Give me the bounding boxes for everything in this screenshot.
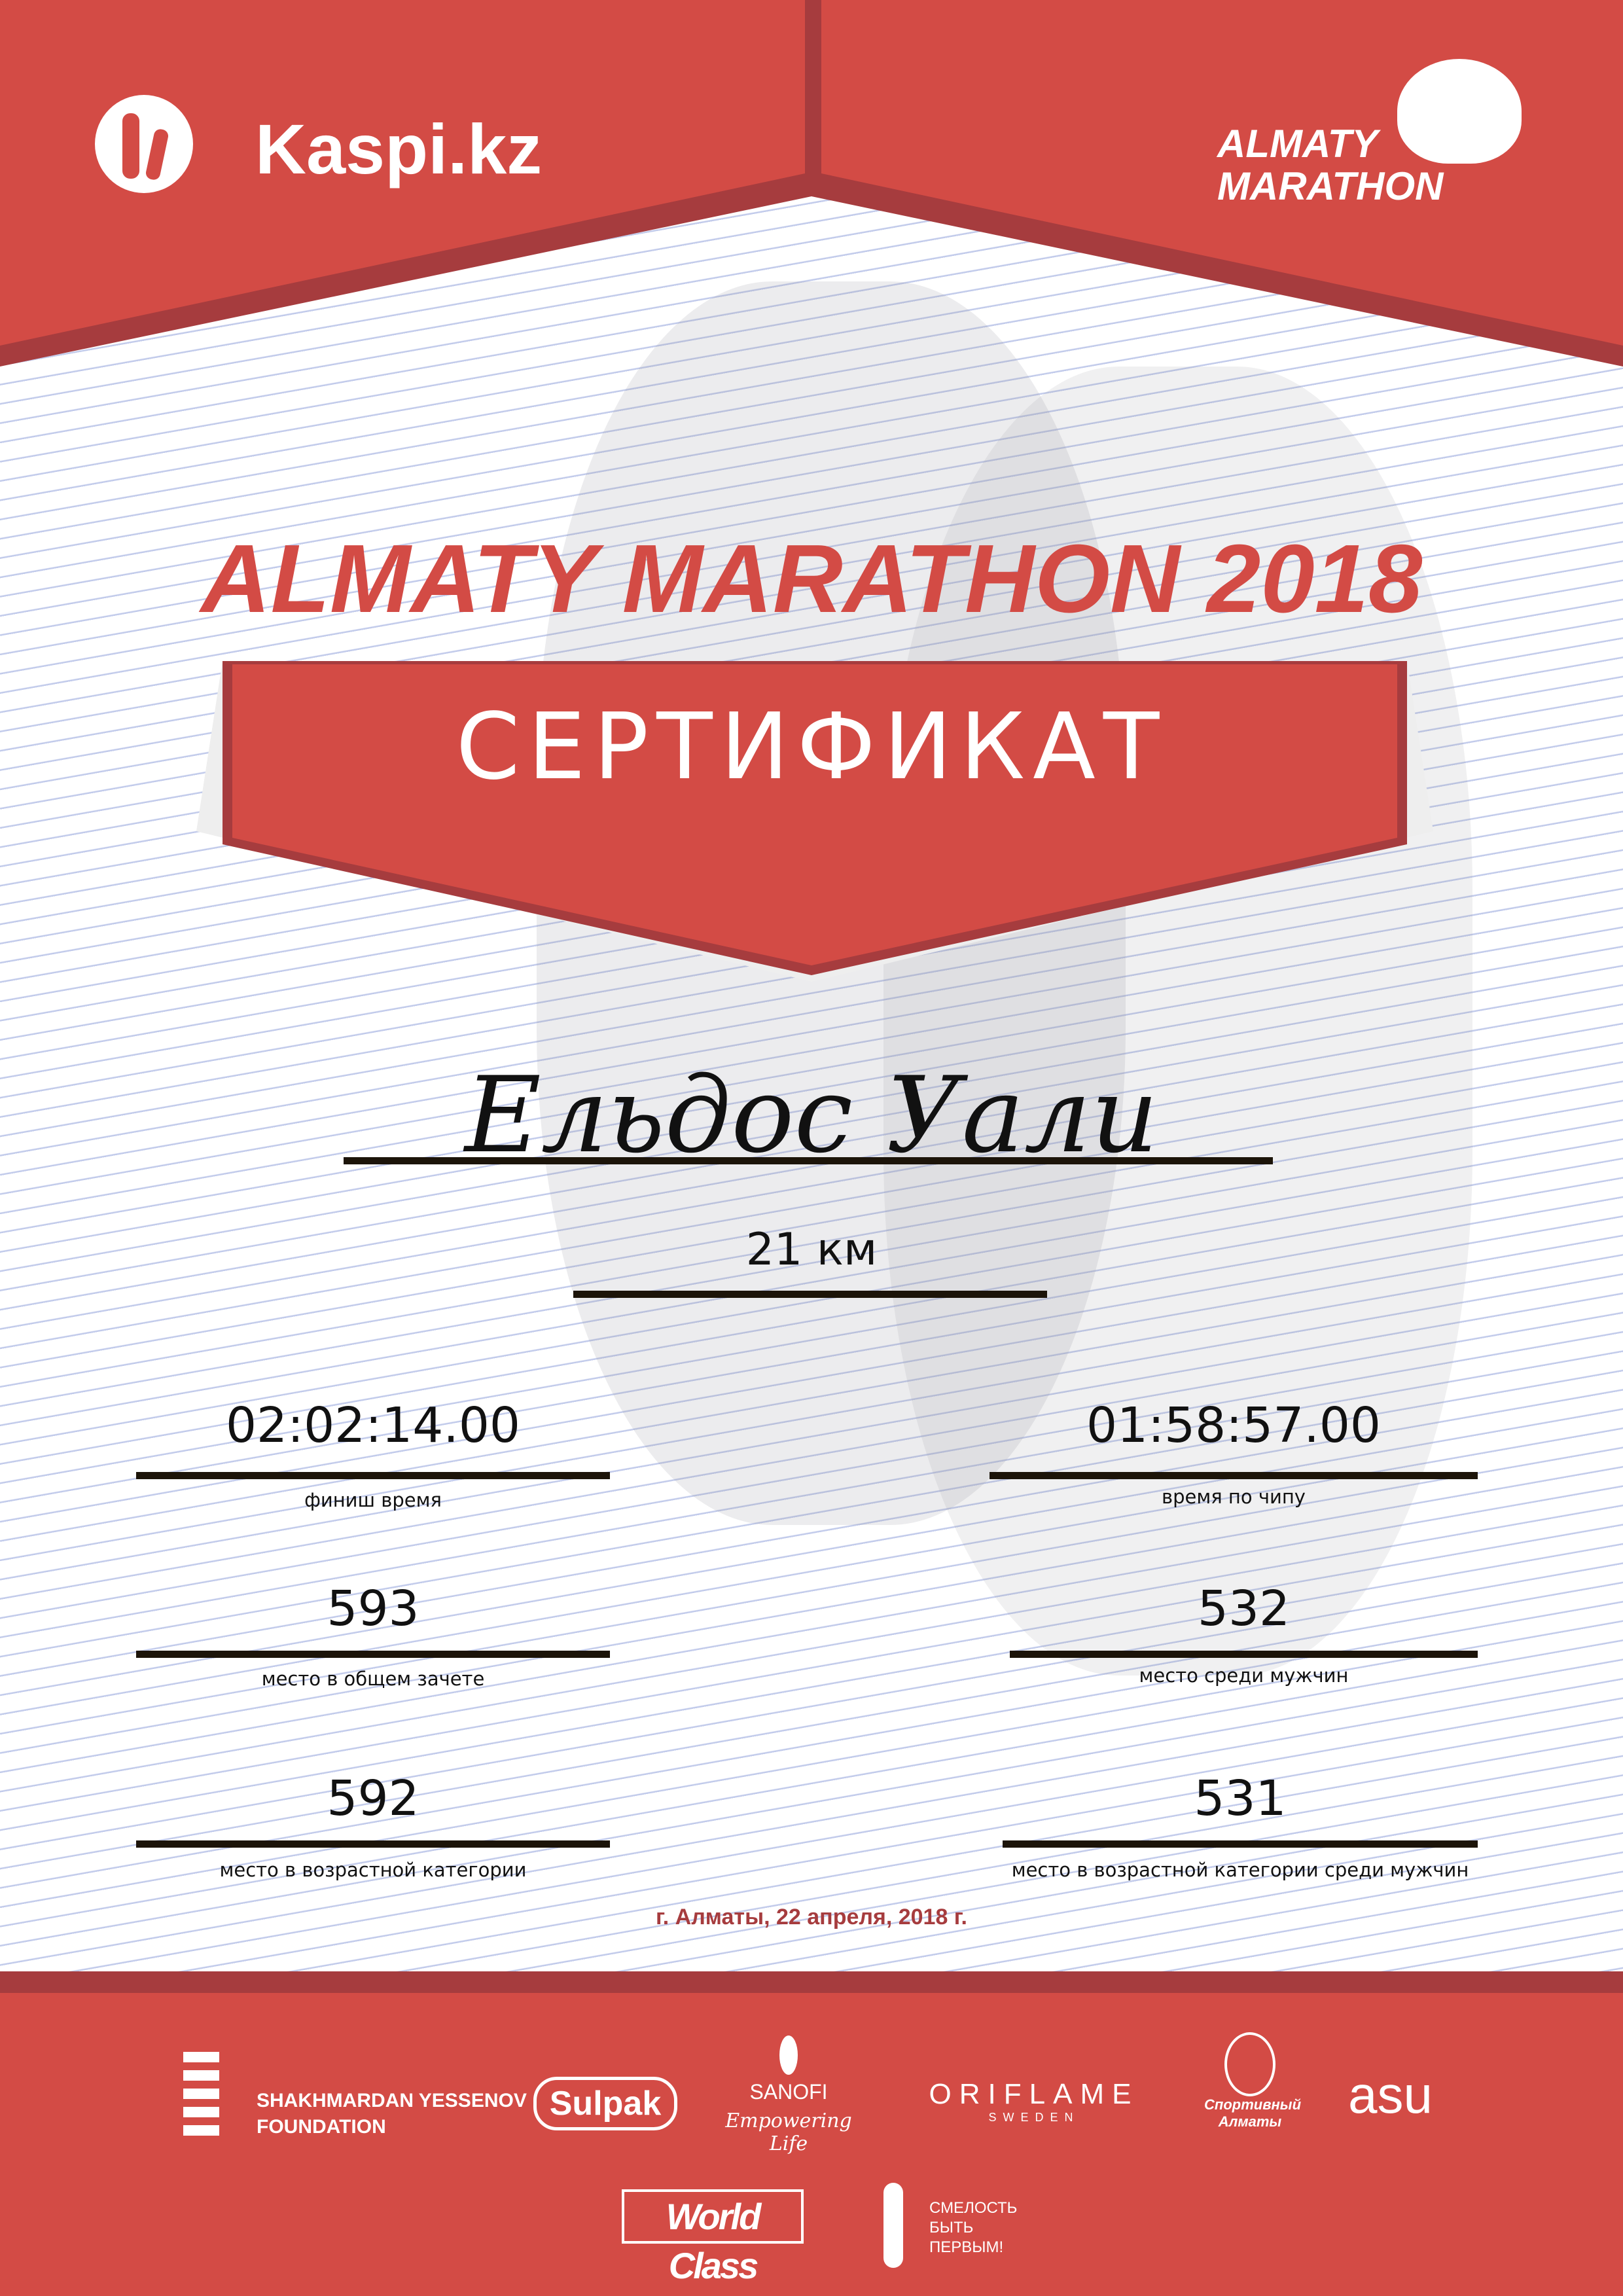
fund-text-2: БЫТЬ xyxy=(929,2219,974,2236)
gender-place: 532 xyxy=(1197,1581,1291,1637)
kaspi-logo: Kaspi.kz xyxy=(95,95,566,200)
sanofi-text: SANOFI xyxy=(749,2080,828,2104)
logo-line-1: ALMATY xyxy=(1217,122,1378,166)
finish-time-underline xyxy=(136,1472,610,1479)
finish-time: 02:02:14.00 xyxy=(225,1397,521,1454)
overall-place: 593 xyxy=(327,1581,419,1637)
fund-text-3: ПЕРВЫМ! xyxy=(929,2238,1004,2256)
yessenov-icon xyxy=(183,2052,219,2140)
sport-almaty-text-1: Спортивный xyxy=(1204,2096,1302,2113)
age-category-gender-place: 531 xyxy=(1194,1770,1287,1827)
sanofi-logo: SANOFI Empowering Life xyxy=(723,2036,854,2166)
sanofi-icon xyxy=(779,2036,798,2075)
logo-line-2: MARATHON xyxy=(1217,164,1444,208)
name-underline xyxy=(344,1157,1273,1164)
chip-time-label: время по чипу xyxy=(1162,1486,1306,1508)
sanofi-tagline: Empowering Life xyxy=(725,2109,852,2155)
age-category-place: 592 xyxy=(327,1770,419,1827)
distance: 21 км xyxy=(745,1224,878,1276)
worldclass-logo: World Class xyxy=(622,2189,804,2286)
yessenov-text-2: FOUNDATION xyxy=(257,2116,386,2138)
asu-logo: asu xyxy=(1348,2066,1433,2124)
chip-time: 01:58:57.00 xyxy=(1086,1397,1382,1454)
date-place: г. Алматы, 22 апреля, 2018 г. xyxy=(656,1905,967,1929)
sport-almaty-logo: Спортивный Алматы xyxy=(1204,2032,1302,2130)
oriflame-logo: ORIFLAME SWEDEN xyxy=(923,2078,1145,2125)
fund-icon xyxy=(883,2183,903,2268)
overall-place-label: место в общем зачете xyxy=(261,1668,485,1690)
age-category-place-underline xyxy=(136,1840,610,1848)
sport-almaty-icon xyxy=(1224,2032,1275,2096)
kaspi-icon xyxy=(95,95,193,193)
certificate-heading: СЕРТИФИКАТ xyxy=(455,694,1168,800)
age-category-gender-place-label: место в возрастной категории среди мужчи… xyxy=(1011,1859,1469,1881)
sulpak-logo: Sulpak xyxy=(533,2077,677,2130)
distance-underline xyxy=(573,1291,1047,1298)
fund-text-1: СМЕЛОСТЬ xyxy=(929,2199,1018,2217)
age-category-gender-place-underline xyxy=(1003,1840,1478,1848)
chip-time-underline xyxy=(990,1472,1478,1479)
footer: SHAKHMARDAN YESSENOV FOUNDATION Sulpak S… xyxy=(0,1993,1623,2296)
overall-place-underline xyxy=(136,1651,610,1658)
sport-almaty-text-2: Алматы xyxy=(1218,2113,1282,2130)
runner-icon xyxy=(1397,59,1522,164)
event-title: ALMATY MARATHON 2018 xyxy=(200,525,1423,633)
gender-place-underline xyxy=(1010,1651,1478,1658)
almaty-marathon-logo: ALMATY MARATHON xyxy=(1214,59,1522,216)
fund-logo: СМЕЛОСТЬ БЫТЬ ПЕРВЫМ! xyxy=(870,2163,1041,2281)
oriflame-text: ORIFLAME xyxy=(929,2078,1139,2110)
yessenov-logo: SHAKHMARDAN YESSENOV FOUNDATION xyxy=(183,2052,527,2144)
age-category-place-label: место в возрастной категории xyxy=(219,1859,527,1881)
certificate-banner xyxy=(196,661,1433,982)
gender-place-label: место среди мужчин xyxy=(1139,1664,1349,1687)
finish-time-label: финиш время xyxy=(304,1489,442,1511)
participant-name: Ельдос Уали xyxy=(465,1054,1158,1176)
kaspi-logo-text: Kaspi.kz xyxy=(255,109,543,188)
runner-photo-woman xyxy=(883,367,1472,1676)
oriflame-sub: SWEDEN xyxy=(988,2111,1080,2124)
yessenov-text-1: SHAKHMARDAN YESSENOV xyxy=(257,2090,527,2111)
